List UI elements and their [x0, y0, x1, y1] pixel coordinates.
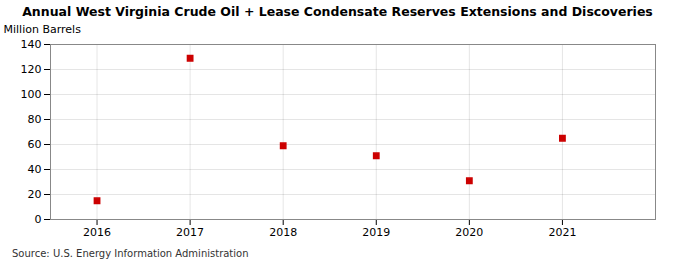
- svg-text:60: 60: [28, 138, 42, 151]
- svg-text:80: 80: [28, 113, 42, 126]
- svg-text:2018: 2018: [269, 226, 297, 239]
- html-text:Annual West Virginia Crude Oil: Annual West Virginia Crude Oil + Lease C…: [22, 4, 653, 19]
- svg-text:2020: 2020: [455, 226, 483, 239]
- svg-text:0: 0: [35, 213, 42, 226]
- svg-text:2019: 2019: [362, 226, 390, 239]
- svg-text:140: 140: [21, 38, 42, 51]
- svg-text:2017: 2017: [176, 226, 204, 239]
- svg-text:Million Barrels: Million Barrels: [4, 23, 82, 36]
- svg-text:120: 120: [21, 63, 42, 76]
- svg-text:20: 20: [28, 188, 42, 201]
- svg-text:2016: 2016: [83, 226, 111, 239]
- svg-text:40: 40: [28, 163, 42, 176]
- svg-text:2021: 2021: [548, 226, 576, 239]
- svg-text:100: 100: [21, 88, 42, 101]
- html-text:Source: U.S. Energy Informatio: Source: U.S. Energy Information Administ…: [12, 248, 249, 259]
